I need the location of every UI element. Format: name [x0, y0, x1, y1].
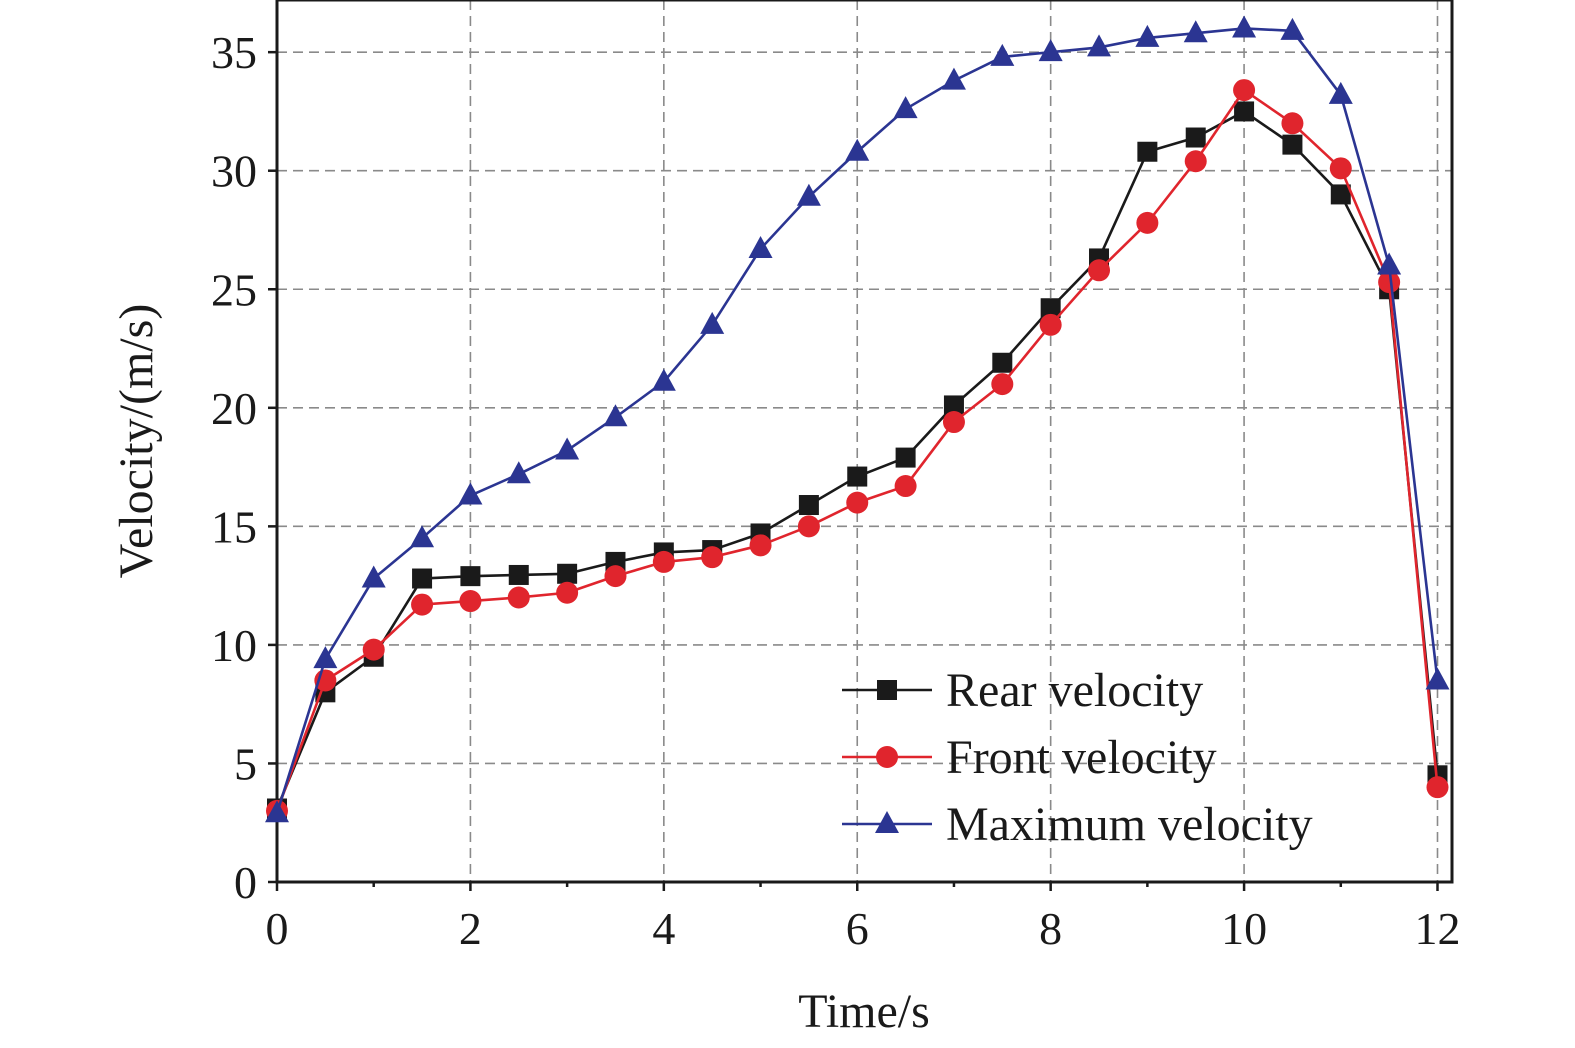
y-tick-label: 0: [234, 857, 257, 908]
data-point: [555, 437, 580, 460]
y-tick-label: 15: [211, 501, 257, 552]
x-tick-label: 4: [652, 903, 675, 954]
data-point: [943, 395, 964, 416]
data-point: [557, 563, 578, 584]
series-layer: [265, 15, 1450, 823]
data-point: [459, 590, 482, 613]
data-point: [458, 482, 483, 505]
data-point: [506, 461, 531, 484]
plot-frame: [275, 0, 1454, 884]
data-point: [1280, 17, 1305, 40]
data-point: [991, 373, 1014, 396]
data-point: [651, 368, 676, 391]
data-point: [1378, 271, 1401, 294]
data-point: [1234, 101, 1255, 122]
data-point: [990, 43, 1015, 66]
data-point: [1329, 157, 1352, 180]
data-point: [1183, 20, 1208, 43]
data-point: [412, 568, 433, 589]
data-point: [1328, 81, 1353, 104]
legend-marker: [877, 680, 897, 700]
x-tick-label: 6: [846, 903, 869, 954]
x-axis-title: Time/s: [798, 985, 930, 1038]
data-point: [1330, 184, 1351, 205]
data-point: [1282, 134, 1303, 155]
data-point: [265, 800, 289, 823]
data-point: [845, 138, 870, 161]
data-point: [1425, 667, 1450, 690]
y-axis-title: Velocity/(m/s): [110, 304, 163, 579]
data-point: [411, 593, 434, 616]
data-point: [894, 475, 917, 498]
series-front-velocity: [266, 79, 1449, 822]
legend-marker: [876, 746, 898, 768]
data-point: [652, 550, 675, 573]
y-tick-label: 30: [211, 146, 257, 197]
x-tick-label: 0: [266, 903, 289, 954]
data-point: [507, 586, 530, 609]
data-point: [1087, 34, 1112, 57]
y-tick-label: 25: [211, 264, 257, 315]
data-point: [1137, 141, 1158, 162]
data-point: [1377, 252, 1402, 275]
data-point: [847, 466, 868, 487]
y-tick-label: 5: [234, 738, 257, 789]
data-point: [846, 491, 869, 514]
data-point: [1135, 24, 1160, 47]
data-point: [798, 495, 819, 516]
data-point: [1281, 112, 1304, 135]
x-tick-label: 10: [1221, 903, 1267, 954]
y-tick-label: 35: [211, 27, 257, 78]
data-point: [700, 311, 725, 334]
data-point: [604, 565, 627, 588]
x-tick-label: 2: [459, 903, 482, 954]
x-tick-label: 12: [1414, 903, 1460, 954]
legend-label: Maximum velocity: [946, 798, 1313, 851]
data-point: [556, 581, 579, 604]
data-point: [1038, 39, 1063, 62]
data-point: [701, 546, 724, 569]
data-point: [992, 352, 1013, 373]
data-point: [748, 235, 773, 258]
data-point: [942, 411, 965, 434]
legend-item: Front velocity: [842, 731, 1217, 784]
legend-label: Front velocity: [946, 731, 1217, 784]
data-point: [893, 96, 918, 119]
data-point: [1136, 211, 1159, 234]
data-point: [362, 638, 385, 661]
data-point: [1185, 127, 1206, 148]
data-point: [603, 404, 628, 427]
data-point: [895, 447, 916, 468]
legend-marker: [875, 811, 899, 833]
legend-item: Rear velocity: [842, 664, 1203, 717]
legend-item: Maximum velocity: [842, 798, 1313, 851]
data-point: [1040, 298, 1061, 319]
data-point: [941, 67, 966, 90]
legend-label: Rear velocity: [946, 664, 1203, 717]
data-point: [1184, 150, 1207, 173]
grid: [277, 0, 1452, 882]
legend: Rear velocity Front velocity Maximum veloc…: [842, 664, 1313, 851]
data-point: [796, 183, 821, 206]
data-point: [313, 646, 338, 669]
data-point: [1232, 15, 1257, 38]
data-point: [361, 565, 386, 588]
series-maximum-velocity: [265, 15, 1450, 823]
y-tick-label: 10: [211, 620, 257, 671]
y-tick-label: 20: [211, 383, 257, 434]
data-point: [1039, 313, 1062, 336]
data-point: [410, 525, 435, 548]
axis-ticks: 0 2 4 6 8 10 12 0 5 10 15 20 25 30 35: [211, 27, 1460, 954]
data-point: [1088, 259, 1111, 282]
data-point: [1233, 79, 1256, 102]
data-point: [508, 564, 529, 585]
x-tick-label: 8: [1039, 903, 1062, 954]
data-point: [460, 566, 481, 587]
data-point: [1426, 776, 1449, 799]
data-point: [797, 515, 820, 538]
data-point: [749, 534, 772, 557]
